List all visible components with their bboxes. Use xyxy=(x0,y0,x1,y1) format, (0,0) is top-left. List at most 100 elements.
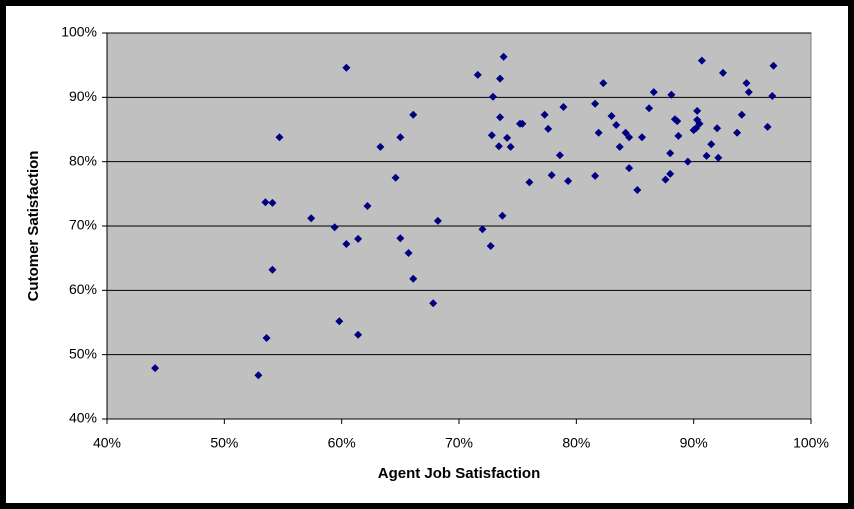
point xyxy=(599,79,608,88)
point xyxy=(638,133,647,142)
point xyxy=(376,142,385,151)
point xyxy=(621,128,630,137)
point xyxy=(518,119,527,128)
point xyxy=(330,223,339,232)
point xyxy=(275,133,284,142)
point xyxy=(666,149,675,158)
x-axis-title: Agent Job Satisfaction xyxy=(378,465,541,482)
x-tick-label: 70% xyxy=(445,435,473,451)
point xyxy=(544,124,553,133)
point xyxy=(564,176,573,185)
point xyxy=(496,74,505,83)
point xyxy=(697,56,706,65)
point xyxy=(673,117,682,126)
point xyxy=(733,128,742,137)
point xyxy=(702,151,711,160)
y-tick-label: 70% xyxy=(69,217,97,233)
point xyxy=(769,61,778,70)
point xyxy=(262,333,271,342)
x-tick-label: 50% xyxy=(210,435,238,451)
x-tick-label: 90% xyxy=(680,435,708,451)
point xyxy=(396,234,405,243)
point xyxy=(612,120,621,129)
point xyxy=(713,124,722,133)
point xyxy=(409,110,418,119)
point xyxy=(625,133,634,142)
point xyxy=(689,126,698,135)
point xyxy=(489,92,498,101)
point xyxy=(763,122,772,131)
point xyxy=(633,185,642,194)
point xyxy=(683,157,692,166)
point xyxy=(594,128,603,137)
y-tick-label: 40% xyxy=(69,410,97,426)
point xyxy=(335,317,344,326)
point xyxy=(261,198,270,207)
point xyxy=(707,140,716,149)
point xyxy=(719,68,727,77)
point xyxy=(268,198,277,207)
point xyxy=(742,79,751,88)
point xyxy=(433,216,442,225)
point xyxy=(268,265,277,274)
point xyxy=(693,106,702,115)
point xyxy=(342,240,351,249)
point xyxy=(409,274,418,283)
point xyxy=(342,63,351,72)
point xyxy=(768,92,777,101)
point xyxy=(625,164,634,173)
point xyxy=(494,142,503,151)
point xyxy=(496,113,505,122)
point xyxy=(487,131,496,140)
point xyxy=(478,225,487,234)
point xyxy=(666,169,675,178)
point xyxy=(499,52,508,61)
y-axis-title: Cutomer Satisfaction xyxy=(25,151,42,302)
y-tick-label: 50% xyxy=(69,345,97,361)
point xyxy=(692,124,701,133)
point xyxy=(429,299,438,308)
x-tick-label: 60% xyxy=(328,435,356,451)
point xyxy=(695,119,704,128)
point xyxy=(254,371,263,380)
point xyxy=(525,178,534,187)
point xyxy=(473,70,482,79)
point xyxy=(649,88,658,97)
point xyxy=(737,110,746,119)
point xyxy=(498,211,507,220)
point xyxy=(307,214,316,223)
point xyxy=(591,171,600,180)
point xyxy=(540,110,549,119)
point xyxy=(396,133,405,142)
point xyxy=(714,153,723,162)
point xyxy=(503,133,512,142)
point xyxy=(555,151,564,160)
point xyxy=(391,173,400,182)
y-tick-label: 90% xyxy=(69,88,97,104)
x-tick-label: 100% xyxy=(793,435,829,451)
point xyxy=(667,90,676,99)
point xyxy=(661,175,670,184)
y-tick-label: 80% xyxy=(69,152,97,168)
point xyxy=(615,142,624,151)
point xyxy=(559,102,568,111)
x-tick-label: 40% xyxy=(93,435,121,451)
point xyxy=(506,142,515,151)
point xyxy=(547,171,556,180)
point xyxy=(404,249,413,258)
y-tick-label: 100% xyxy=(61,24,97,40)
point xyxy=(151,364,160,373)
x-tick-label: 80% xyxy=(562,435,590,451)
point xyxy=(744,88,753,97)
point xyxy=(486,241,495,250)
point xyxy=(645,104,654,113)
point xyxy=(354,330,363,339)
y-tick-label: 60% xyxy=(69,281,97,297)
point xyxy=(591,99,600,108)
point xyxy=(354,234,363,243)
point xyxy=(363,202,372,211)
point xyxy=(674,131,683,140)
point xyxy=(607,111,616,120)
